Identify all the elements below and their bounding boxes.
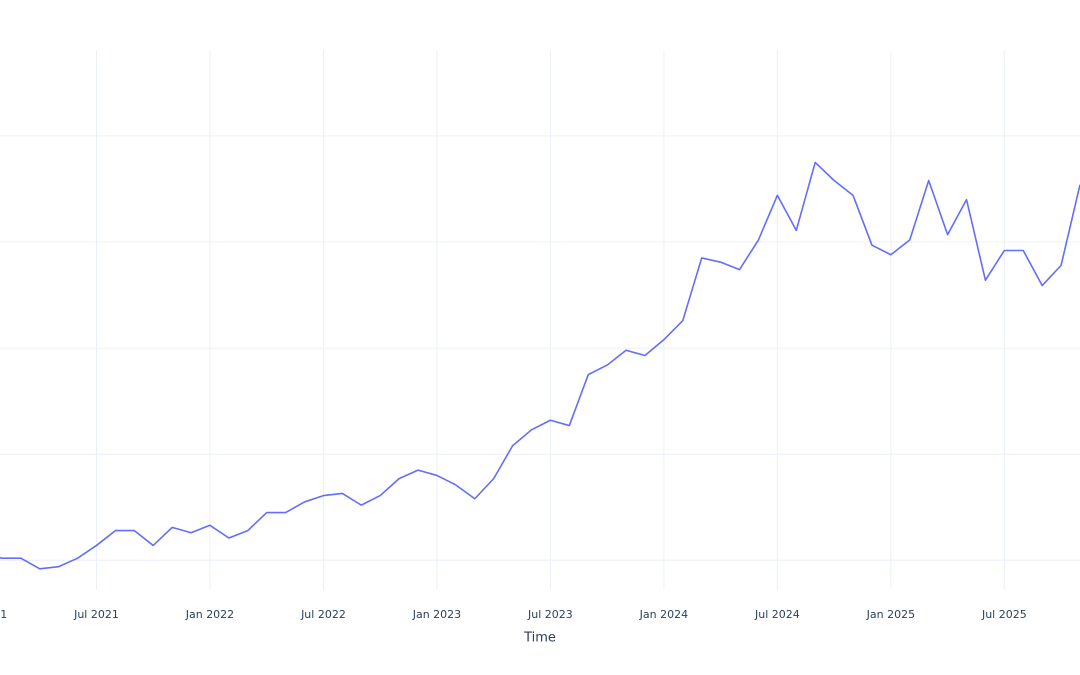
x-tick-label: Jan 2022 [185,608,234,621]
x-axis-title: Time [523,631,556,646]
x-tick-label: Jul 2021 [73,608,119,621]
x-tick-label: Jul 2024 [754,608,800,621]
x-tick-label: Jul 2022 [300,608,346,621]
grid [0,50,1080,590]
x-tick-label: Jan 2024 [639,608,688,621]
x-tick-label: Jul 2023 [527,608,573,621]
x-tick-label: Jan 2025 [866,608,915,621]
x-tick-label: Jan 2021 [0,608,7,621]
x-tick-label: Jan 2023 [412,608,461,621]
line-series [0,161,1080,570]
x-tick-label: Jul 2025 [981,608,1027,621]
